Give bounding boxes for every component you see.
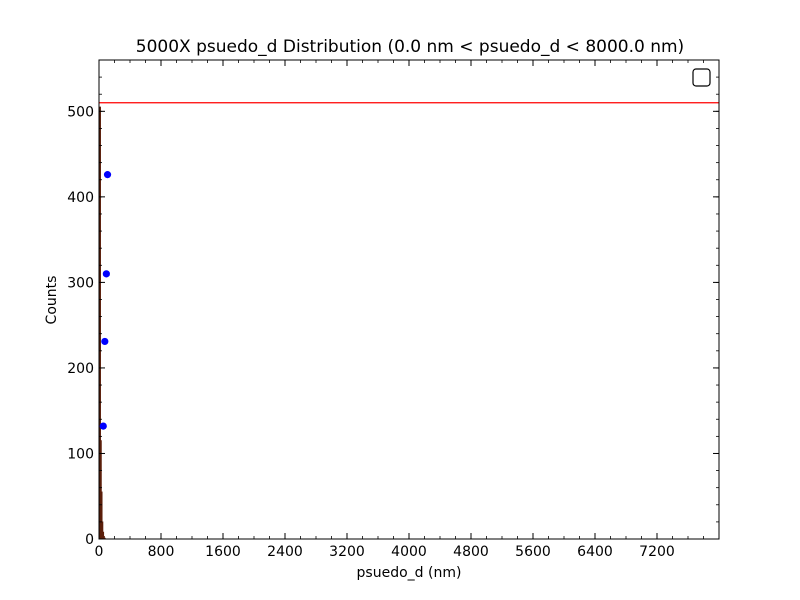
x-tick-label: 4000 — [391, 544, 427, 560]
y-tick-label: 100 — [67, 446, 94, 462]
y-tick-label: 400 — [67, 190, 94, 206]
scatter-point — [103, 171, 112, 179]
plot-layer — [98, 102, 719, 540]
scatter-point — [102, 270, 110, 278]
x-tick-label: 4800 — [453, 544, 489, 560]
plot-frame — [98, 59, 720, 540]
chart-title: 5000X psuedo_d Distribution (0.0 nm < ps… — [136, 37, 684, 57]
scatter-point — [99, 422, 107, 430]
x-tick-label: 2400 — [267, 544, 303, 560]
x-tick-label: 5600 — [515, 544, 551, 560]
x-tick-label: 1600 — [205, 544, 241, 560]
y-tick-label: 0 — [85, 532, 94, 548]
y-axis-title: Counts — [44, 276, 60, 325]
y-tick-label: 500 — [67, 104, 94, 120]
x-tick-label: 7200 — [639, 544, 675, 560]
x-tick-label: 3200 — [329, 544, 365, 560]
y-tick-label: 200 — [67, 361, 94, 377]
x-tick-label: 0 — [95, 544, 104, 560]
x-axis-title: psuedo_d (nm) — [357, 565, 462, 581]
x-tick-label: 800 — [148, 544, 175, 560]
scatter-point — [101, 337, 109, 346]
legend-box — [692, 68, 711, 87]
tick-layer: 0 800 1600 2400 3200 4000 4800 5600 6400 7200 0 100… — [67, 59, 720, 560]
x-tick-label: 6400 — [577, 544, 613, 560]
y-tick-label: 300 — [67, 275, 94, 291]
